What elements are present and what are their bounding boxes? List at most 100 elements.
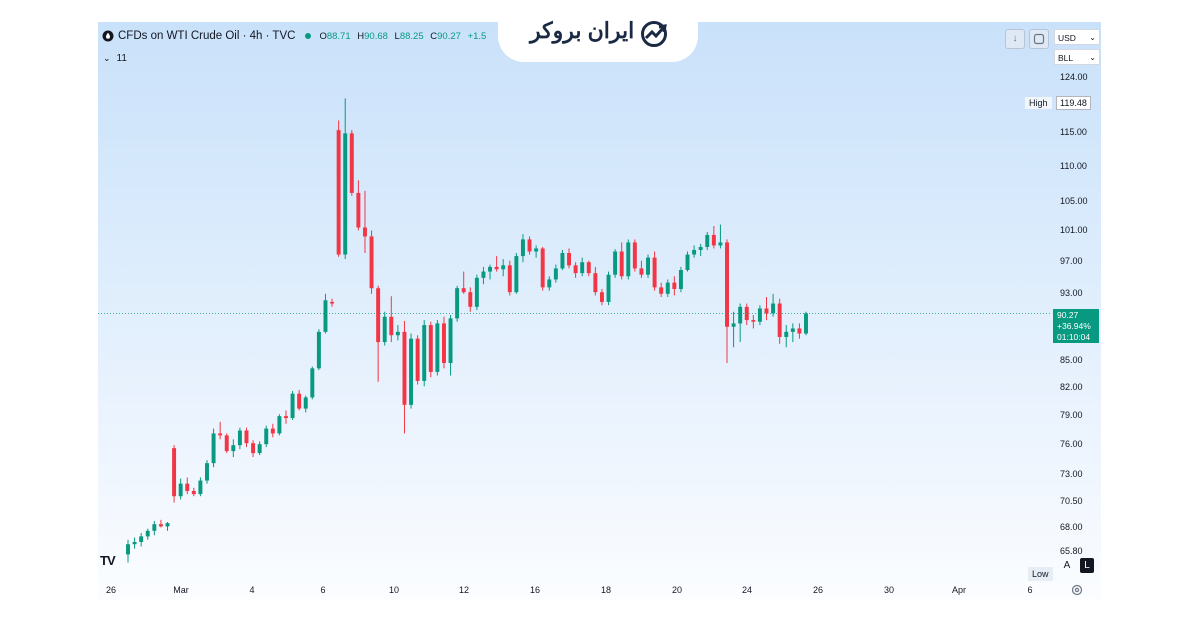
- settings-gear-icon[interactable]: [1071, 584, 1083, 596]
- candle-body[interactable]: [264, 428, 269, 445]
- candle-body[interactable]: [573, 265, 578, 274]
- candle-body[interactable]: [553, 268, 558, 280]
- candle-body[interactable]: [237, 430, 242, 446]
- candle-body[interactable]: [178, 483, 183, 497]
- candle-body[interactable]: [349, 133, 354, 193]
- candle-body[interactable]: [389, 316, 394, 336]
- candle-body[interactable]: [448, 318, 453, 364]
- candle-body[interactable]: [277, 416, 282, 434]
- candle-body[interactable]: [764, 308, 769, 314]
- candle-body[interactable]: [402, 331, 407, 405]
- candle-body[interactable]: [797, 328, 802, 334]
- candle-body[interactable]: [619, 251, 624, 277]
- candle-body[interactable]: [613, 251, 618, 275]
- candle-body[interactable]: [501, 265, 506, 270]
- unit-select[interactable]: BLL ⌄: [1054, 49, 1100, 65]
- candle-body[interactable]: [547, 279, 552, 288]
- candle-body[interactable]: [507, 265, 512, 293]
- candle-body[interactable]: [435, 323, 440, 372]
- candle-body[interactable]: [323, 300, 328, 332]
- candle-body[interactable]: [132, 541, 137, 545]
- candle-body[interactable]: [777, 303, 782, 337]
- candle-body[interactable]: [172, 448, 177, 497]
- candle-body[interactable]: [415, 338, 420, 381]
- candle-body[interactable]: [678, 270, 683, 289]
- candle-body[interactable]: [158, 524, 163, 527]
- candle-body[interactable]: [534, 248, 539, 252]
- candle-body[interactable]: [297, 393, 302, 409]
- scroll-to-realtime-button[interactable]: ↓: [1005, 29, 1025, 49]
- candle-body[interactable]: [731, 323, 736, 327]
- candle-body[interactable]: [428, 325, 433, 372]
- candle-body[interactable]: [527, 239, 532, 252]
- candle-body[interactable]: [310, 368, 315, 398]
- candle-body[interactable]: [145, 530, 150, 537]
- candle-body[interactable]: [725, 242, 729, 327]
- candle-body[interactable]: [290, 393, 295, 419]
- candle-body[interactable]: [395, 331, 400, 336]
- candle-body[interactable]: [751, 320, 756, 322]
- candle-body[interactable]: [474, 277, 479, 307]
- candle-body[interactable]: [165, 523, 170, 527]
- candle-body[interactable]: [461, 288, 466, 293]
- candle-body[interactable]: [231, 445, 236, 452]
- candle-body[interactable]: [376, 288, 381, 343]
- candle-body[interactable]: [606, 274, 611, 302]
- candle-body[interactable]: [185, 483, 190, 491]
- candle-body[interactable]: [369, 236, 374, 289]
- candle-body[interactable]: [659, 287, 664, 294]
- candle-body[interactable]: [343, 133, 348, 255]
- candle-body[interactable]: [738, 306, 743, 324]
- candle-body[interactable]: [540, 248, 545, 288]
- candle-body[interactable]: [514, 256, 519, 293]
- candle-body[interactable]: [409, 338, 414, 405]
- candle-body[interactable]: [455, 288, 460, 319]
- candle-body[interactable]: [804, 313, 808, 334]
- candle-body[interactable]: [639, 268, 644, 275]
- candle-body[interactable]: [560, 253, 565, 269]
- candle-body[interactable]: [152, 524, 157, 531]
- candle-body[interactable]: [586, 262, 591, 274]
- candle-body[interactable]: [356, 192, 361, 228]
- tradingview-logo[interactable]: TV: [100, 553, 116, 568]
- candle-body[interactable]: [218, 433, 223, 436]
- candle-body[interactable]: [441, 323, 446, 364]
- candle-body[interactable]: [488, 266, 493, 272]
- candle-body[interactable]: [362, 227, 367, 237]
- candle-body[interactable]: [191, 490, 196, 495]
- candle-body[interactable]: [705, 234, 710, 247]
- candle-body[interactable]: [198, 480, 203, 495]
- candle-body[interactable]: [646, 257, 650, 275]
- candle-body[interactable]: [692, 249, 697, 255]
- candle-body[interactable]: [520, 239, 525, 257]
- candle-body[interactable]: [593, 273, 598, 293]
- log-scale-button[interactable]: L: [1080, 558, 1094, 573]
- candle-body[interactable]: [685, 254, 690, 271]
- candle-body[interactable]: [652, 257, 657, 288]
- candle-body[interactable]: [330, 301, 335, 304]
- chart-panel[interactable]: CFDs on WTI Crude Oil · 4h · TVC O88.71 …: [98, 22, 1101, 600]
- candle-body[interactable]: [139, 536, 144, 542]
- candle-body[interactable]: [303, 397, 308, 409]
- candle-body[interactable]: [270, 428, 275, 434]
- candle-body[interactable]: [784, 331, 789, 337]
- auto-scale-button[interactable]: A: [1063, 560, 1071, 571]
- candle-body[interactable]: [626, 242, 631, 277]
- candle-body[interactable]: [494, 266, 499, 270]
- candle-body[interactable]: [599, 292, 604, 302]
- candle-body[interactable]: [567, 253, 572, 266]
- candle-body[interactable]: [632, 242, 637, 269]
- candle-body[interactable]: [665, 282, 670, 294]
- currency-select[interactable]: USD ⌄: [1054, 29, 1100, 45]
- candle-body[interactable]: [211, 433, 216, 464]
- fullscreen-button[interactable]: [1029, 29, 1049, 49]
- candle-body[interactable]: [284, 416, 288, 419]
- candle-body[interactable]: [468, 292, 473, 307]
- candle-body[interactable]: [711, 234, 716, 246]
- candle-body[interactable]: [718, 242, 723, 246]
- candle-body[interactable]: [757, 308, 762, 322]
- candle-body[interactable]: [672, 282, 677, 289]
- candle-body[interactable]: [205, 463, 209, 481]
- candle-body[interactable]: [580, 262, 585, 274]
- candle-body[interactable]: [771, 303, 776, 314]
